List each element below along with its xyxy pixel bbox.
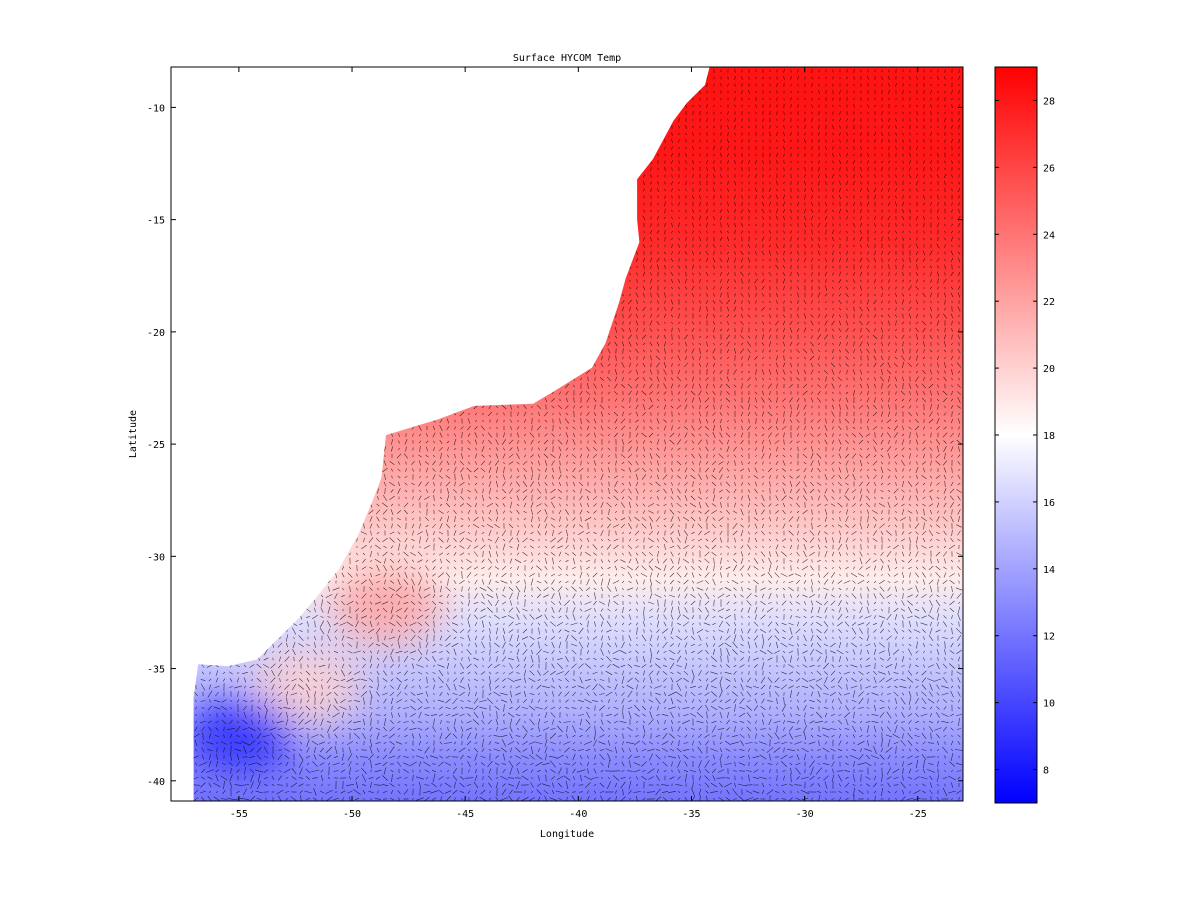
colorbar-tick-label: 16 xyxy=(1043,498,1055,509)
colorbar-tick-label: 20 xyxy=(1043,364,1055,375)
colorbar-tick-label: 12 xyxy=(1043,632,1055,643)
y-axis: -10 -15 -20 -25 -30 -35 -40 xyxy=(147,103,963,788)
colorbar-tick-label: 24 xyxy=(1043,230,1055,241)
colorbar-tick-label: 22 xyxy=(1043,297,1055,308)
plot-frame xyxy=(170,66,964,802)
colorbar-tick-label: 28 xyxy=(1043,96,1055,107)
y-tick-label: -15 xyxy=(147,216,165,227)
y-tick-label: -40 xyxy=(147,777,165,788)
x-tick-label: -40 xyxy=(569,809,587,820)
colorbar: 8 10 12 14 16 18 20 22 24 26 28 xyxy=(994,66,1055,804)
colorbar-tick-label: 10 xyxy=(1043,699,1055,710)
plot-area xyxy=(171,67,963,801)
current-vectors xyxy=(191,69,963,801)
x-tick-label: -25 xyxy=(909,809,927,820)
colorbar-tick-label: 26 xyxy=(1043,163,1055,174)
y-tick-label: -25 xyxy=(147,440,165,451)
y-tick-label: -20 xyxy=(147,328,165,339)
x-tick-label: -30 xyxy=(796,809,814,820)
y-tick-label: -30 xyxy=(147,552,165,563)
colorbar-tick-label: 18 xyxy=(1043,431,1055,442)
y-axis-label: Latitude xyxy=(128,410,139,458)
colorbar-ramp xyxy=(994,66,1038,804)
coastal-feature xyxy=(330,567,441,644)
y-tick-label: -10 xyxy=(147,103,165,114)
x-axis: -55 -50 -45 -40 -35 -30 -25 xyxy=(230,67,927,820)
chart-title: Surface HYCOM Temp xyxy=(513,53,621,64)
colorbar-tick-label: 8 xyxy=(1043,766,1049,777)
x-axis-label: Longitude xyxy=(540,829,594,840)
colorbar-tick-label: 14 xyxy=(1043,565,1055,576)
x-tick-label: -45 xyxy=(456,809,474,820)
land-mask xyxy=(171,67,710,801)
colorbar-ticks: 8 10 12 14 16 18 20 22 24 26 28 xyxy=(995,96,1055,777)
y-tick-label: -35 xyxy=(147,665,165,676)
x-tick-label: -35 xyxy=(682,809,700,820)
x-tick-label: -55 xyxy=(230,809,248,820)
coastal-feature xyxy=(251,648,362,725)
x-tick-label: -50 xyxy=(343,809,361,820)
